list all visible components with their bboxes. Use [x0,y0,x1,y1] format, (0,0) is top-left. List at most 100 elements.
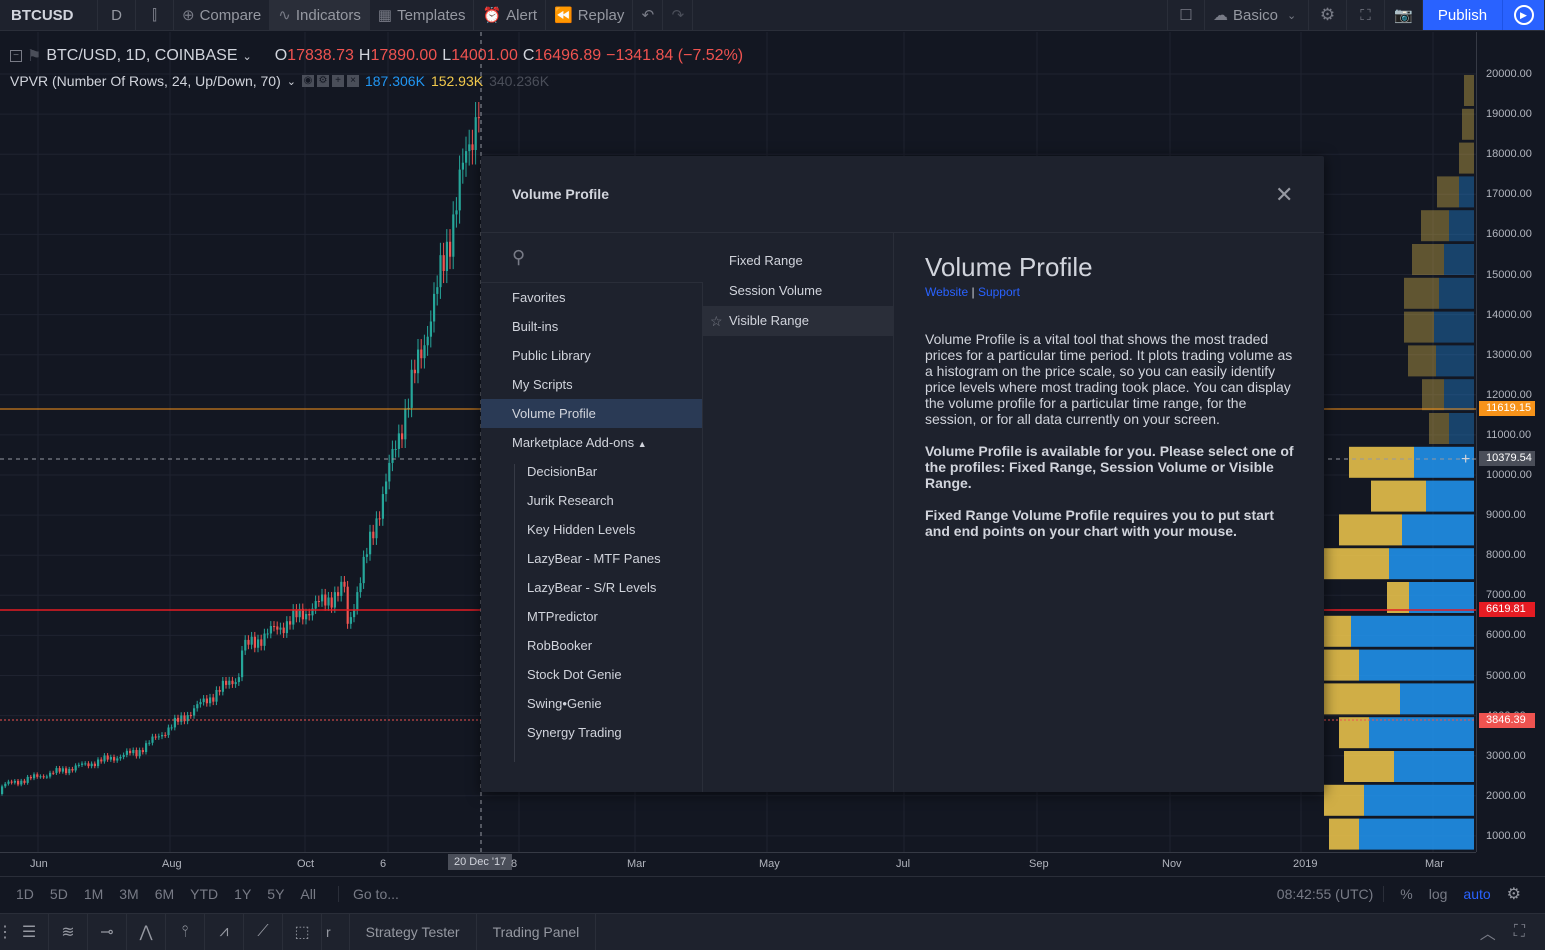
candle-body [74,765,77,771]
candle-body [461,162,464,170]
time-axis[interactable]: 20 Dec '17 Jun Aug Oct 6 8 Mar May Jul Sep Nov 201… [0,852,1476,876]
snapshot-button[interactable]: 📷 [1385,0,1423,30]
tool-hline-icon[interactable]: ⊸ [88,914,127,950]
volume-down-bar [1321,615,1351,647]
templates-button[interactable]: ▦ Templates [370,0,475,30]
price-tick-label: 15000.00 [1486,268,1532,281]
interval-button[interactable]: D [98,0,136,30]
category-my-scripts[interactable]: My Scripts [512,377,573,392]
candle-body [349,617,352,624]
range-button[interactable]: 5Y [267,885,285,902]
indicator-visible-range[interactable]: ☆ Visible Range [703,306,893,336]
volume-down-bar [1319,649,1359,681]
close-icon[interactable]: × [346,75,359,87]
drag-handle-icon[interactable]: ⋮ [0,924,13,941]
auto-toggle[interactable]: auto [1463,885,1491,902]
marketplace-item[interactable]: LazyBear - S/R Levels [527,580,657,595]
redo-button[interactable]: ↷ [663,0,694,30]
category-public-library[interactable]: Public Library [512,348,591,363]
range-button[interactable]: All [300,885,316,902]
search-input[interactable] [537,245,687,271]
indicator-session-volume[interactable]: Session Volume [703,276,893,306]
tab-label: Trading Panel [492,924,580,940]
chart-style-button[interactable]: ⫿ [136,0,174,30]
compare-button[interactable]: ⊕ Compare [174,0,271,30]
symbol-search-button[interactable]: BTCUSD [0,0,98,30]
candle-body [193,708,196,716]
marketplace-item[interactable]: Jurik Research [527,493,614,508]
marketplace-item[interactable]: Synergy Trading [527,725,622,740]
website-link[interactable]: Website [925,285,969,299]
candle-body [317,601,320,603]
tab-label: Strategy Tester [365,924,460,940]
star-icon[interactable]: ☆ [710,313,723,329]
candle-body [100,759,103,762]
volume-up-bar [1364,784,1474,816]
tab-strategy-tester[interactable]: Strategy Tester [350,914,477,950]
tool-rectangle-icon[interactable]: ⬚ [283,914,322,950]
indicators-button[interactable]: ∿ Indicators [270,0,370,30]
range-button[interactable]: 5D [49,885,68,902]
marketplace-item[interactable]: Key Hidden Levels [527,522,636,537]
goto-button[interactable]: Go to... [337,885,399,902]
category-builtins[interactable]: Built-ins [512,319,559,334]
percent-toggle[interactable]: % [1400,885,1413,902]
chevron-up-icon[interactable]: ︿ [1479,926,1496,943]
flag-icon[interactable]: ⚑ [27,48,42,65]
more-plus-icon[interactable]: + [331,75,344,87]
support-link[interactable]: Support [977,285,1020,299]
settings-button[interactable]: ⚙ [1309,0,1347,30]
fullscreen-icon: ⛶ [1360,6,1371,24]
utc-clock[interactable]: 08:42:55 (UTC) [1277,885,1385,902]
collapse-icon[interactable]: − [10,50,22,62]
marketplace-item[interactable]: Swing•Genie [527,696,602,711]
range-button[interactable]: 1D [16,885,34,902]
fullscreen-button[interactable]: ⛶ [1347,0,1385,30]
range-button[interactable]: 6M [154,885,175,902]
symbol-pair[interactable]: BTC/USD, 1D, COINBASE [46,47,238,64]
tool-channel-icon[interactable]: ≋ [49,914,88,950]
replay-button[interactable]: ⏪ Replay [546,0,634,30]
marketplace-item[interactable]: DecisionBar [527,464,598,479]
partial-tab[interactable]: r [322,914,350,950]
save-layout-button[interactable]: ☁ Basico ⌄ [1205,0,1309,30]
volume-down-bar [1344,751,1394,782]
price-tick-label: 16000.00 [1486,228,1532,241]
tab-trading-panel[interactable]: Trading Panel [477,914,597,950]
tool-lines-icon[interactable]: ☰ [10,914,49,950]
stream-button[interactable]: ▶ [1503,0,1545,30]
range-button[interactable]: YTD [190,885,219,902]
tool-trendline-icon[interactable]: ⟋ [244,914,283,950]
category-marketplace[interactable]: Marketplace Add-ons ▲ [481,428,702,457]
publish-button[interactable]: Publish [1423,0,1503,30]
gear-icon[interactable]: ⚙ [1506,885,1521,903]
marketplace-item[interactable]: LazyBear - MTF Panes [527,551,661,566]
candle-body [173,717,176,728]
category-volume-profile[interactable]: Volume Profile [481,399,702,428]
close-icon[interactable]: ✕ [1275,182,1294,207]
alert-button[interactable]: ⏰ Alert [474,0,546,30]
layout-button[interactable]: ☐ [1167,0,1205,30]
range-button[interactable]: 1M [83,885,104,902]
price-axis[interactable]: 20000.00 19000.00 18000.00 17000.00 16000.00… [1476,32,1545,852]
crosshair-plus-icon: + [1461,451,1470,468]
indicator-name[interactable]: VPVR (Number Of Rows, 24, Up/Down, 70) [10,73,281,89]
marketplace-item[interactable]: RobBooker [527,638,593,653]
candle-body [145,743,148,753]
tool-abcd-icon[interactable]: ⩘ [205,914,244,950]
tool-pattern-icon[interactable]: ⋀ [127,914,166,950]
candle-body [407,407,410,409]
tool-vline-icon[interactable]: ⫯ [166,914,205,950]
undo-button[interactable]: ↶ [633,0,664,30]
category-favorites[interactable]: Favorites [512,290,566,305]
maximize-icon[interactable]: ⛶ [1513,923,1525,940]
eye-icon[interactable]: ◉ [301,75,314,87]
gear-icon[interactable]: ⚙ [316,75,329,87]
candle-body [55,768,58,773]
range-button[interactable]: 1Y [234,885,252,902]
log-toggle[interactable]: log [1428,885,1448,902]
marketplace-item[interactable]: Stock Dot Genie [527,667,622,682]
marketplace-item[interactable]: MTPredictor [527,609,598,624]
range-button[interactable]: 3M [119,885,139,902]
indicator-fixed-range[interactable]: Fixed Range [703,246,893,276]
